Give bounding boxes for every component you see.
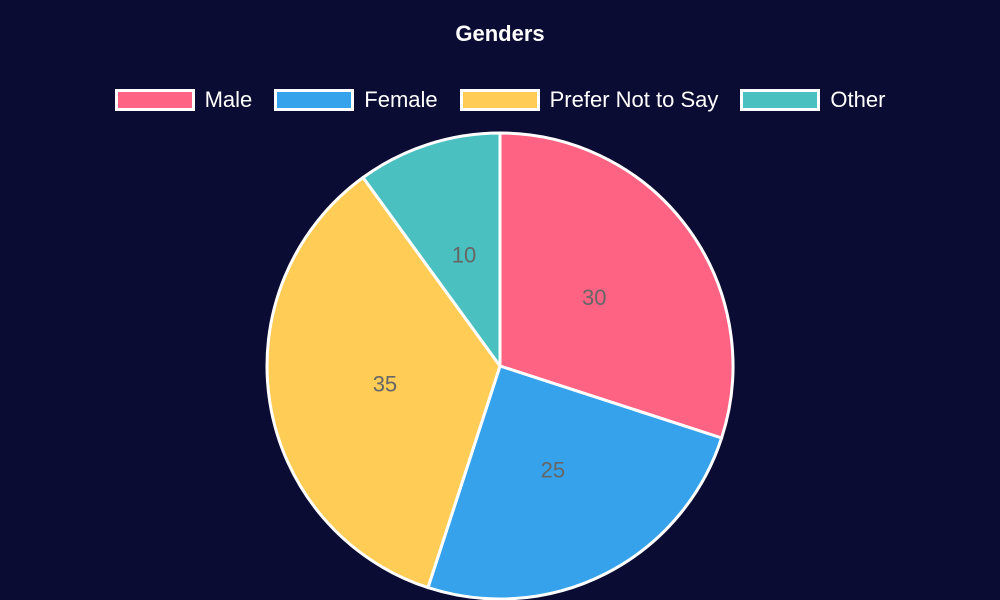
legend-item-female[interactable]: Female bbox=[274, 86, 438, 114]
data-label-male: 30 bbox=[582, 285, 606, 310]
legend: Male Female Prefer Not to Say Other bbox=[0, 86, 1000, 114]
data-label-other: 10 bbox=[452, 243, 476, 268]
legend-label-prefer-not-to-say: Prefer Not to Say bbox=[549, 87, 719, 112]
legend-label-male: Male bbox=[204, 87, 253, 112]
data-label-prefer-not-to-say: 35 bbox=[373, 372, 397, 397]
pie-slice-male[interactable] bbox=[498, 131, 735, 440]
legend-item-prefer-not-to-say[interactable]: Prefer Not to Say bbox=[459, 86, 719, 114]
legend-item-male[interactable]: Male bbox=[114, 86, 253, 114]
legend-item-other[interactable]: Other bbox=[740, 86, 885, 114]
legend-label-female: Female bbox=[364, 87, 438, 112]
legend-swatch-other bbox=[740, 89, 821, 111]
data-label-female: 25 bbox=[541, 457, 565, 482]
legend-swatch-female bbox=[274, 89, 355, 111]
pie-slice-female[interactable] bbox=[426, 364, 724, 600]
legend-swatch-prefer-not-to-say bbox=[459, 89, 540, 111]
pie-slice-prefer-not-to-say[interactable] bbox=[265, 175, 502, 590]
chart-title: Genders bbox=[455, 21, 545, 46]
pie-slice-other[interactable] bbox=[361, 131, 502, 368]
legend-label-other: Other bbox=[830, 87, 886, 112]
legend-swatch-male bbox=[114, 89, 195, 111]
